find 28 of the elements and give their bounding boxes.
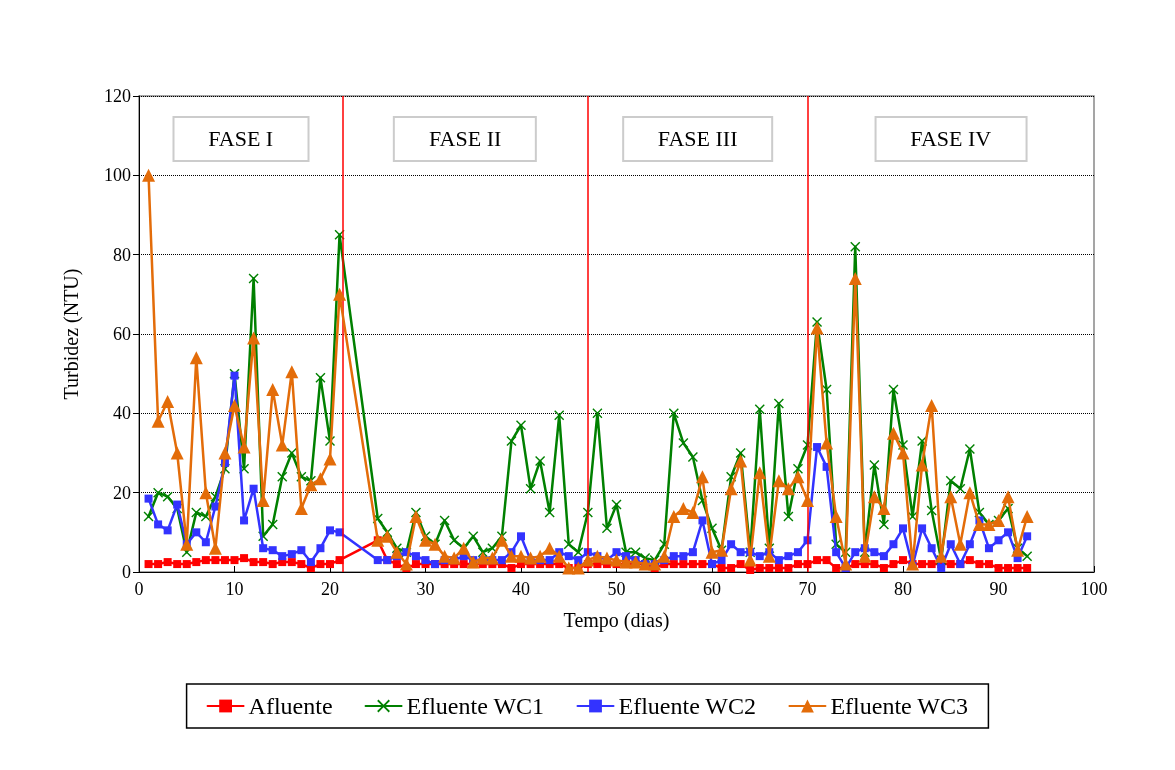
x-axis-title: Tempo (dias): [563, 609, 670, 632]
x-tick-label: 50: [607, 579, 626, 599]
y-tick-label: 0: [122, 562, 131, 582]
legend-label: Efluente WC3: [830, 693, 968, 719]
y-tick-label: 80: [113, 244, 131, 265]
x-tick-label: 90: [989, 579, 1008, 599]
x-tick-label: 30: [416, 579, 435, 599]
x-tick-label: 80: [894, 579, 912, 599]
x-tick-label: 10: [225, 579, 244, 599]
x-tick-label: 20: [321, 579, 339, 599]
x-tick-label: 70: [798, 579, 817, 599]
annotation: FASE III: [621, 116, 774, 162]
x-tick-label: 60: [703, 579, 721, 599]
x-tick-label: 40: [512, 579, 530, 599]
x-tick-label: 100: [1080, 579, 1108, 599]
annotation: FASE IV: [874, 116, 1028, 162]
y-tick-label: 120: [104, 86, 131, 106]
annotation: FASE I: [172, 116, 310, 162]
y-tick-label: 60: [113, 324, 131, 344]
y-tick-label: 20: [113, 482, 131, 503]
y-tick-label: 40: [113, 403, 131, 424]
legend-label: Efluente WC2: [618, 693, 757, 719]
y-axis-title: Turbidez (NTU): [60, 268, 83, 400]
annotation: FASE II: [392, 116, 538, 162]
y-tick-label: 100: [104, 165, 131, 186]
legend-label: Efluente WC1: [406, 693, 545, 719]
x-tick-label: 0: [134, 579, 144, 599]
legend-label: Afluente: [248, 693, 333, 719]
